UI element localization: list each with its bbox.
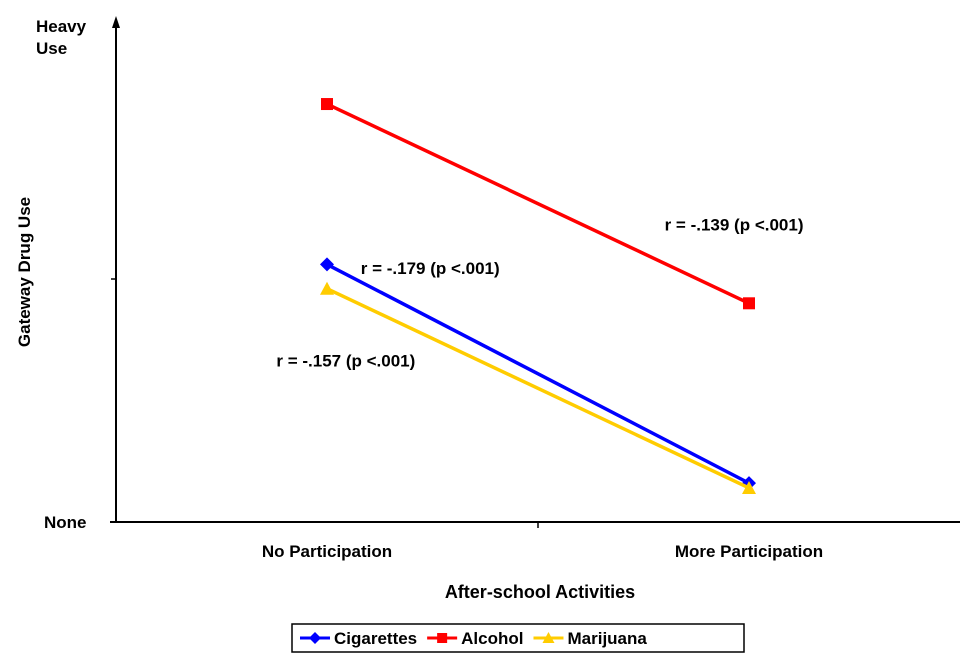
series-line-cigarettes: [326, 262, 750, 485]
data-point-cigarettes: [320, 257, 334, 272]
y-tick-label-top-line1: Heavy: [36, 17, 87, 36]
y-tick-label-bottom: None: [44, 513, 87, 532]
legend-label-cigarettes: Cigarettes: [334, 629, 417, 648]
data-point-marijuana: [320, 281, 334, 295]
x-tick-label: No Participation: [262, 542, 392, 561]
axis-ticks: [111, 278, 539, 528]
legend-item-marijuana: Marijuana: [533, 629, 647, 648]
series-alcohol: [321, 98, 755, 310]
annotations: r = -.179 (p <.001) r = -.139 (p <.001) r …: [276, 215, 803, 370]
annotation-marijuana: r = -.157 (p <.001): [276, 351, 415, 370]
data-point-alcohol: [743, 297, 755, 310]
legend-marker-marijuana: [542, 632, 555, 643]
chart-axes: [110, 16, 960, 528]
legend-item-alcohol: Alcohol: [427, 629, 523, 648]
y-axis-arrow: [112, 16, 120, 28]
x-axis-title: After-school Activities: [445, 582, 635, 602]
x-tick-label: More Participation: [675, 542, 823, 561]
y-tick-label-top-line2: Use: [36, 39, 67, 58]
legend-box: [291, 623, 745, 653]
legend-marker-cigarettes: [309, 632, 321, 644]
series-layer: [320, 98, 756, 494]
annotation-cigarettes: r = -.179 (p <.001): [361, 259, 500, 278]
legend-marker-alcohol: [437, 633, 448, 643]
legend-items: Cigarettes Alcohol Marijuana: [300, 629, 647, 648]
legend-label-marijuana: Marijuana: [567, 629, 647, 648]
x-tick-labels: No Participation More Participation: [262, 542, 823, 561]
data-point-alcohol: [321, 98, 333, 111]
legend: Cigarettes Alcohol Marijuana: [291, 623, 745, 653]
series-marijuana: [320, 281, 756, 494]
legend-label-alcohol: Alcohol: [461, 629, 523, 648]
y-axis-title: Gateway Drug Use: [15, 197, 34, 347]
annotation-alcohol: r = -.139 (p <.001): [665, 215, 804, 234]
series-line-alcohol: [326, 102, 750, 305]
data-point-marijuana: [742, 480, 756, 494]
legend-item-cigarettes: Cigarettes: [300, 629, 417, 648]
series-cigarettes: [320, 257, 756, 491]
series-line-marijuana: [326, 287, 750, 490]
